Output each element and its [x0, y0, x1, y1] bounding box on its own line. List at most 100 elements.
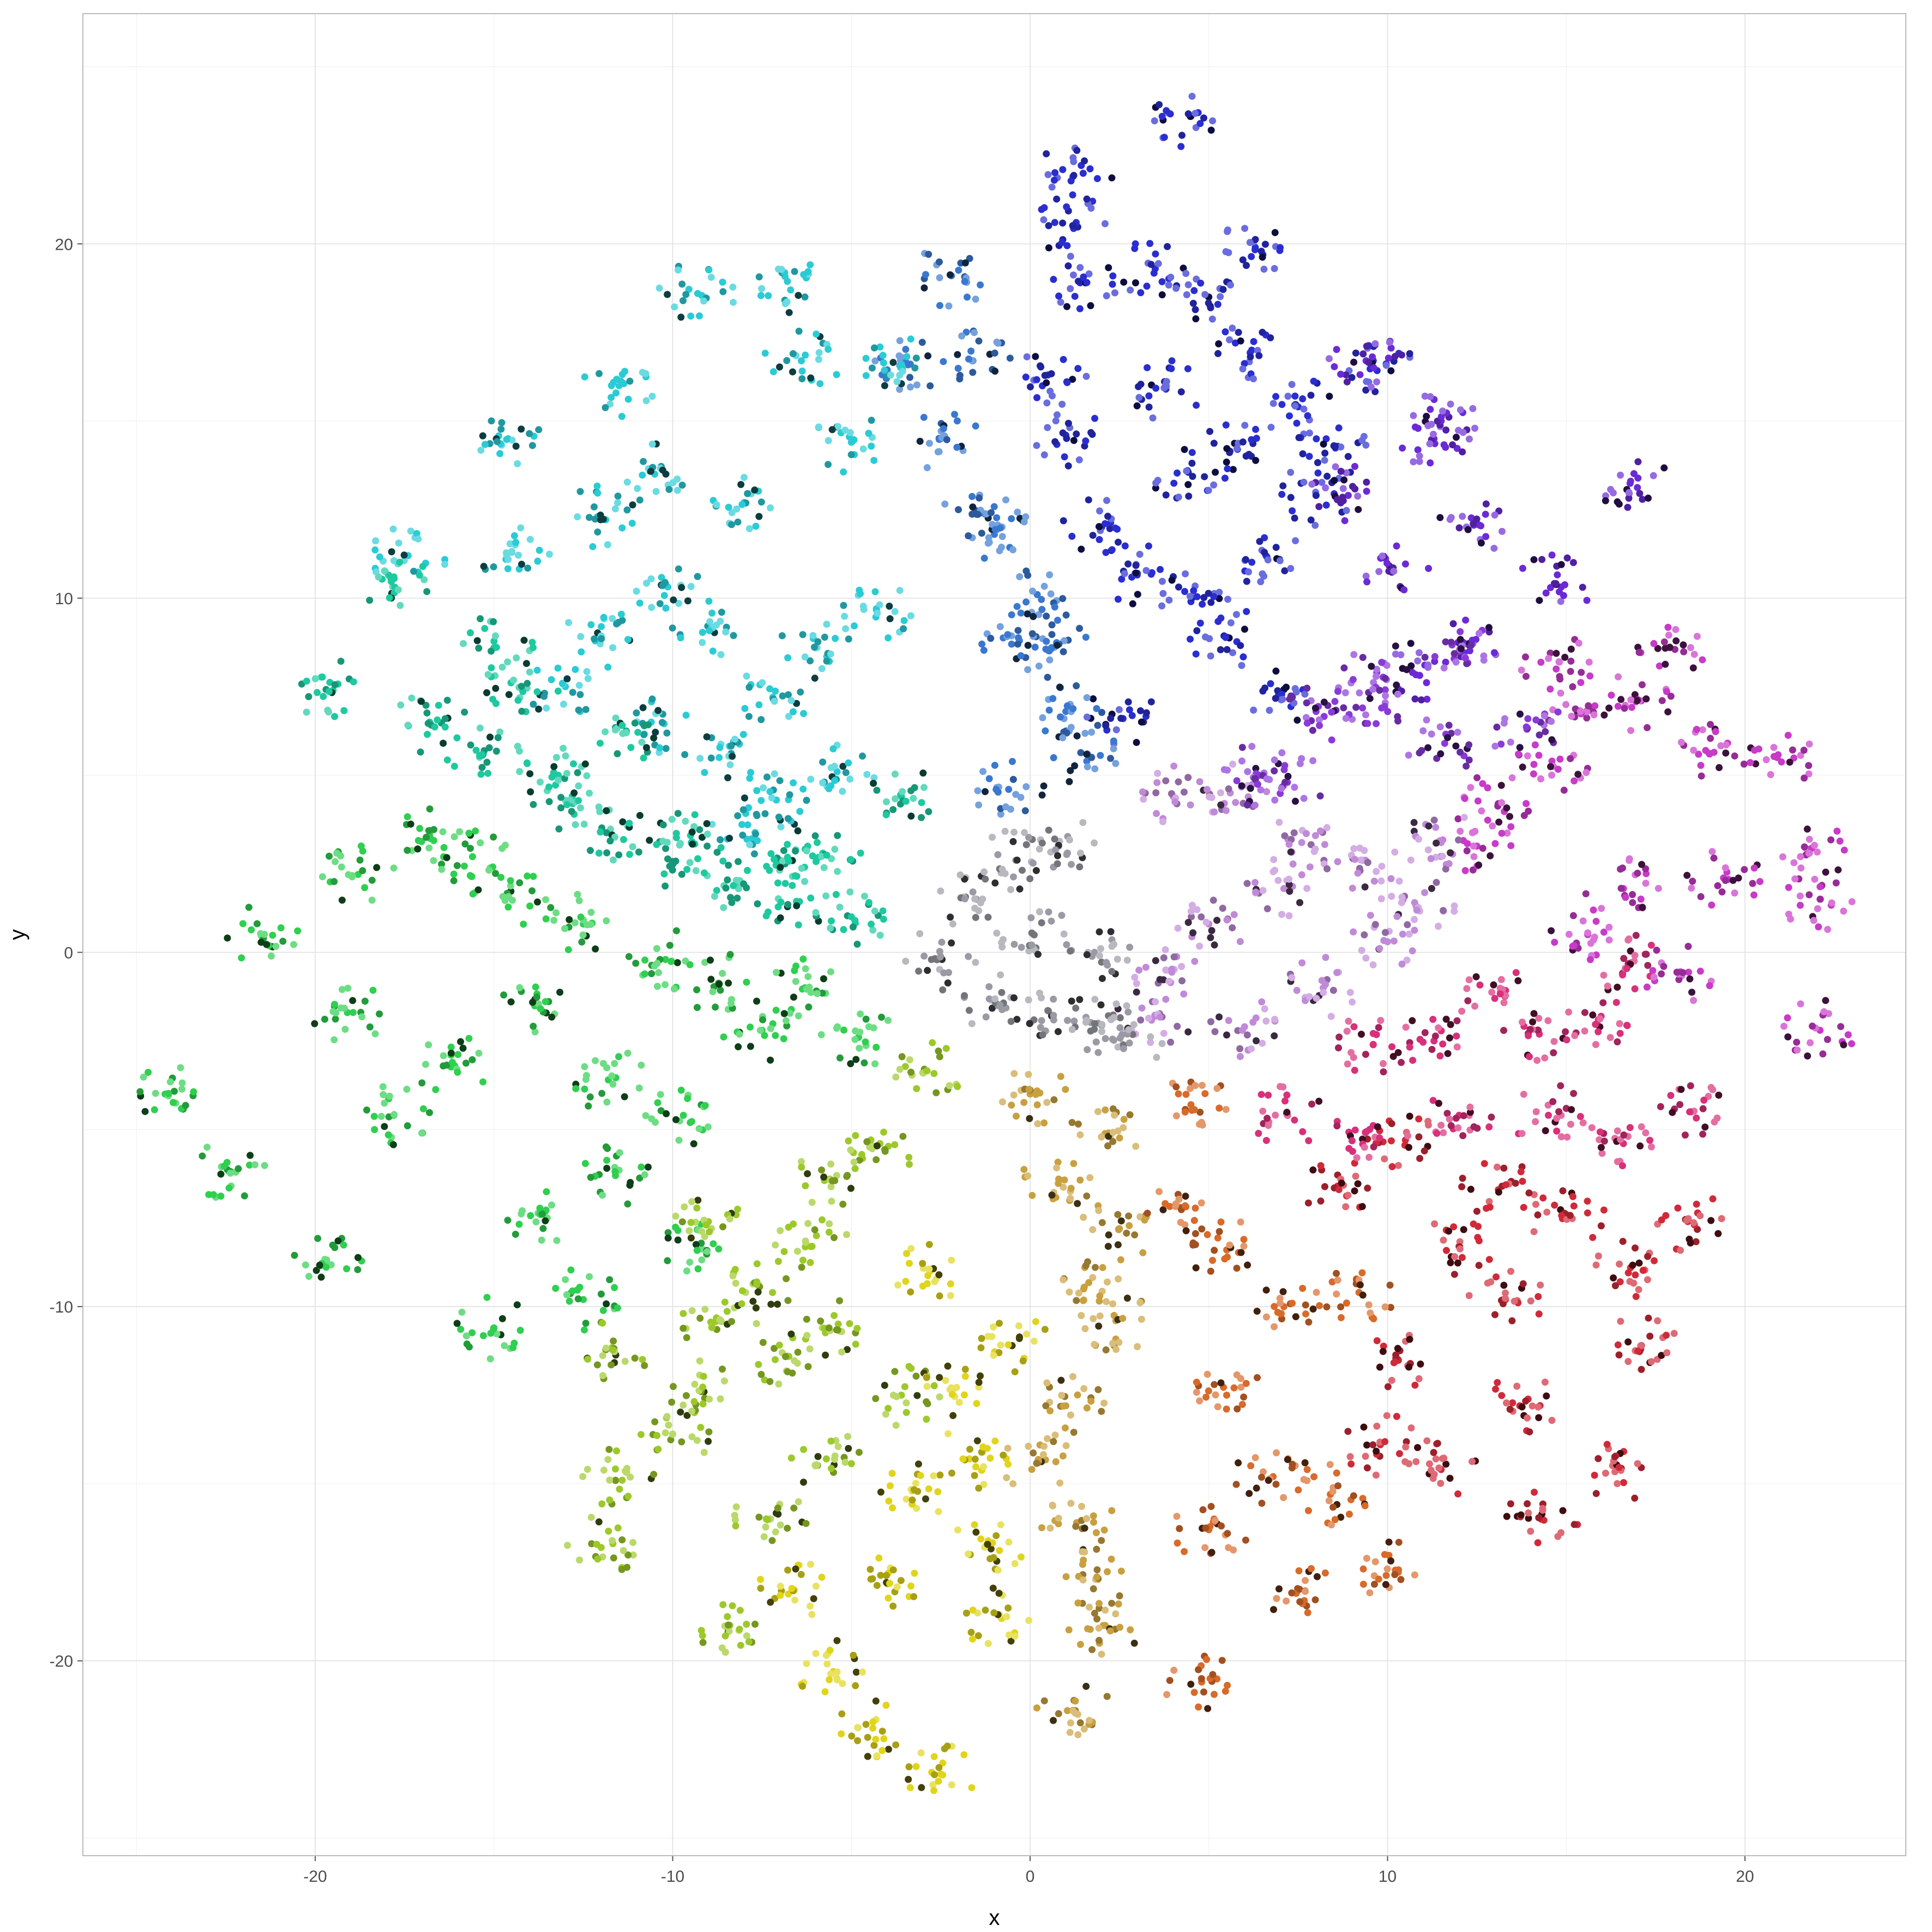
data-point	[1066, 778, 1073, 785]
data-point	[1551, 1201, 1558, 1209]
data-point	[349, 1009, 357, 1016]
data-point	[793, 1248, 801, 1255]
data-point	[1406, 1043, 1413, 1051]
data-point	[425, 1041, 432, 1049]
data-point	[1066, 1729, 1074, 1736]
data-point	[1801, 843, 1808, 851]
data-point	[1650, 1257, 1658, 1265]
data-point	[696, 1314, 704, 1322]
data-point	[431, 723, 438, 731]
data-point	[1364, 1135, 1371, 1143]
data-point	[1361, 847, 1368, 854]
data-point	[1032, 353, 1039, 360]
data-point	[657, 1091, 664, 1098]
data-point	[541, 1217, 549, 1225]
data-point	[875, 1554, 883, 1562]
data-point	[1175, 493, 1182, 501]
data-point	[809, 852, 816, 860]
data-point	[1450, 902, 1458, 910]
data-point	[1059, 166, 1067, 173]
data-point	[1175, 1195, 1183, 1203]
data-point	[1433, 878, 1440, 886]
data-point	[798, 1163, 805, 1171]
data-point	[1098, 1133, 1105, 1141]
data-point	[1446, 1474, 1454, 1482]
data-point	[1016, 1333, 1024, 1341]
data-point	[1207, 652, 1214, 660]
data-point	[873, 1752, 881, 1760]
data-point	[1209, 1671, 1217, 1678]
data-point	[668, 815, 676, 823]
data-point	[1040, 1119, 1048, 1127]
data-point	[621, 1357, 629, 1365]
data-point	[569, 1287, 576, 1295]
data-point	[419, 1105, 427, 1112]
data-point	[1462, 616, 1470, 624]
data-point	[977, 1535, 985, 1543]
data-point	[1562, 1028, 1569, 1036]
data-point	[1527, 1297, 1534, 1305]
data-point	[1335, 1044, 1343, 1052]
data-point	[1013, 603, 1021, 610]
data-point	[818, 665, 826, 672]
data-point	[1667, 1092, 1675, 1099]
data-point	[533, 688, 541, 696]
data-point	[762, 1523, 769, 1531]
data-point	[492, 747, 500, 755]
data-point	[655, 284, 663, 292]
data-point	[1614, 498, 1621, 505]
data-point	[1665, 631, 1672, 639]
data-point	[672, 829, 680, 837]
data-point	[1041, 1326, 1049, 1333]
data-point	[1042, 1402, 1050, 1410]
data-point	[1653, 947, 1660, 954]
data-point	[1597, 1143, 1605, 1151]
data-point	[777, 864, 784, 871]
data-point	[584, 1355, 592, 1363]
data-point	[1143, 1209, 1151, 1217]
data-point	[669, 479, 677, 486]
data-point	[1044, 424, 1051, 431]
data-point	[583, 772, 591, 780]
data-point	[1229, 649, 1237, 657]
data-point	[1632, 1271, 1639, 1279]
data-point	[408, 694, 416, 702]
data-point	[698, 1227, 706, 1235]
data-point	[604, 663, 612, 671]
data-point	[1115, 1275, 1122, 1283]
data-point	[577, 804, 585, 812]
data-point	[717, 844, 725, 851]
data-point	[1609, 489, 1617, 497]
data-point	[209, 1191, 217, 1199]
data-point	[476, 724, 484, 732]
data-point	[434, 716, 441, 724]
data-point	[1047, 590, 1055, 598]
data-point	[767, 850, 775, 858]
data-point	[1359, 1580, 1367, 1588]
data-point	[899, 788, 906, 796]
data-point	[1302, 830, 1310, 838]
data-point	[870, 344, 878, 352]
data-point	[900, 617, 908, 624]
data-point	[613, 1447, 621, 1455]
data-point	[498, 419, 505, 426]
data-point	[1134, 591, 1141, 598]
data-point	[1070, 1429, 1078, 1436]
data-point	[1696, 967, 1704, 975]
data-point	[1519, 1018, 1526, 1026]
data-point	[623, 1465, 631, 1472]
data-point	[1644, 724, 1651, 731]
data-point	[640, 722, 648, 730]
data-point	[892, 795, 899, 803]
data-point	[977, 1372, 984, 1380]
data-point	[1272, 1480, 1280, 1488]
data-point	[1543, 1392, 1550, 1400]
data-point	[424, 731, 431, 738]
data-point	[1355, 505, 1362, 513]
data-point	[696, 826, 703, 833]
data-point	[1069, 191, 1076, 198]
data-point	[735, 858, 742, 865]
data-point	[827, 1465, 835, 1472]
data-point	[1658, 697, 1666, 705]
data-point	[1083, 279, 1091, 286]
